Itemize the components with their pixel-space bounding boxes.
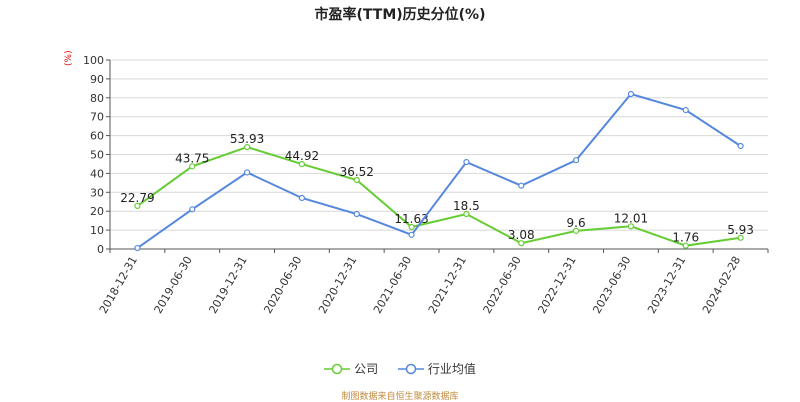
x-tick-label: 2023-06-30 xyxy=(590,254,633,316)
data-point xyxy=(189,206,196,213)
data-point xyxy=(737,142,744,150)
x-tick-label: 2024-02-28 xyxy=(700,254,743,316)
y-tick-label: 70 xyxy=(90,111,104,124)
series-line-0 xyxy=(136,146,741,247)
legend-label-industry: 行业均值 xyxy=(427,362,476,376)
data-point xyxy=(627,223,635,230)
y-tick-label: 100 xyxy=(83,54,104,67)
data-point xyxy=(627,90,635,98)
y-tick-label: 90 xyxy=(90,73,104,86)
x-tick-label: 2019-06-30 xyxy=(152,254,195,316)
data-label: 44.92 xyxy=(285,149,319,163)
y-tick-label: 50 xyxy=(90,149,104,162)
data-point xyxy=(682,242,689,249)
data-point xyxy=(463,158,470,166)
x-tick-label: 2021-12-31 xyxy=(426,254,469,316)
x-tick-label: 2020-06-30 xyxy=(261,254,304,316)
x-tick-label: 2020-12-31 xyxy=(316,254,359,316)
legend-label-company: 公司 xyxy=(354,362,379,376)
data-label: 9.6 xyxy=(567,216,586,230)
data-point xyxy=(572,157,580,164)
data-label: 22.79 xyxy=(120,191,154,205)
x-tick-label: 2022-06-30 xyxy=(481,254,524,316)
data-point xyxy=(353,210,360,218)
x-tick-label: 2018-12-31 xyxy=(97,254,140,316)
data-label: 43.75 xyxy=(175,151,209,165)
y-tick-label: 20 xyxy=(90,205,104,218)
legend-marker-company xyxy=(324,363,351,374)
data-label: 5.93 xyxy=(727,223,754,237)
y-tick-label: 0 xyxy=(97,243,104,256)
legend-item-company[interactable]: 公司 xyxy=(324,360,378,377)
data-label: 18.5 xyxy=(453,199,480,213)
data-point xyxy=(243,169,251,176)
data-point xyxy=(518,182,525,189)
data-point xyxy=(737,234,744,241)
legend-item-industry[interactable]: 行业均值 xyxy=(397,360,476,377)
data-source-note: 制图数据来自恒生聚源数据库 xyxy=(341,392,459,402)
series-line-1 xyxy=(136,92,742,249)
data-point xyxy=(572,227,580,234)
y-tick-label: 40 xyxy=(90,167,104,180)
x-tick-label: 2023-12-31 xyxy=(645,254,688,316)
legend-marker-industry xyxy=(397,363,424,374)
data-point xyxy=(518,240,525,247)
data-point xyxy=(189,163,196,170)
data-point xyxy=(298,161,306,168)
data-point xyxy=(298,194,306,202)
data-point xyxy=(682,106,689,114)
y-tick-label: 60 xyxy=(90,130,104,143)
legend: 公司 行业均值 xyxy=(0,360,800,378)
y-tick-label: 80 xyxy=(90,92,104,105)
data-label: 1.76 xyxy=(672,231,699,245)
chart-title: 市盈率(TTM)历史分位(%) xyxy=(314,7,486,23)
data-point xyxy=(134,244,141,252)
y-tick-label: 30 xyxy=(90,186,104,199)
data-point xyxy=(134,202,141,210)
data-point xyxy=(353,176,360,184)
data-label: 12.01 xyxy=(614,211,648,225)
y-tick-label: 10 xyxy=(90,224,104,237)
x-tick-label: 2021-06-30 xyxy=(371,254,414,316)
data-point xyxy=(408,223,415,231)
data-point xyxy=(243,143,251,151)
x-tick-label: 2019-12-31 xyxy=(206,254,249,316)
x-tick-label: 2022-12-31 xyxy=(535,254,578,316)
data-label: 36.52 xyxy=(340,165,374,179)
data-label: 3.08 xyxy=(508,228,535,242)
data-label: 53.93 xyxy=(230,132,264,146)
data-point xyxy=(408,231,415,238)
data-point xyxy=(463,210,470,218)
